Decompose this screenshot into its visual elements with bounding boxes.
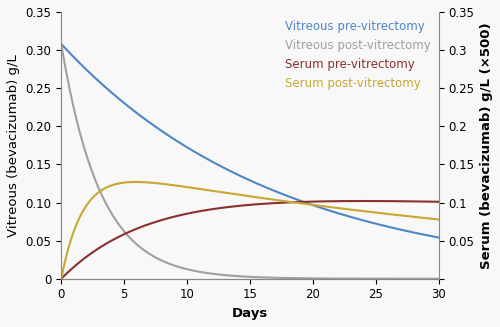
Serum pre-vitrectomy xyxy=(425,199,431,203)
Serum post-vitrectomy xyxy=(133,180,139,184)
Serum pre-vitrectomy xyxy=(58,277,64,281)
X-axis label: Days: Days xyxy=(232,307,268,320)
Legend: Vitreous pre-vitrectomy, Vitreous post-vitrectomy, Serum pre-vitrectomy, Serum p: Vitreous pre-vitrectomy, Vitreous post-v… xyxy=(280,15,435,95)
Serum post-vitrectomy xyxy=(425,216,431,220)
Serum pre-vitrectomy xyxy=(436,200,442,204)
Vitreous post-vitrectomy xyxy=(356,277,362,281)
Serum post-vitrectomy xyxy=(242,194,248,198)
Y-axis label: Serum (bevacizumab) g/L (×500): Serum (bevacizumab) g/L (×500) xyxy=(480,22,493,269)
Vitreous post-vitrectomy xyxy=(58,42,64,46)
Line: Serum pre-vitrectomy: Serum pre-vitrectomy xyxy=(61,201,439,279)
Line: Vitreous pre-vitrectomy: Vitreous pre-vitrectomy xyxy=(61,44,439,237)
Serum post-vitrectomy xyxy=(356,209,362,213)
Vitreous pre-vitrectomy xyxy=(232,171,238,175)
Serum pre-vitrectomy xyxy=(425,199,431,203)
Y-axis label: Vitreous (bevacizumab) g/L: Vitreous (bevacizumab) g/L xyxy=(7,54,20,237)
Serum post-vitrectomy xyxy=(78,214,84,217)
Serum pre-vitrectomy xyxy=(78,259,84,263)
Serum pre-vitrectomy xyxy=(356,199,362,203)
Serum pre-vitrectomy xyxy=(361,199,367,203)
Line: Vitreous post-vitrectomy: Vitreous post-vitrectomy xyxy=(61,44,439,279)
Serum pre-vitrectomy xyxy=(232,204,238,208)
Line: Serum post-vitrectomy: Serum post-vitrectomy xyxy=(61,182,439,279)
Vitreous pre-vitrectomy xyxy=(356,217,362,221)
Serum post-vitrectomy xyxy=(232,192,238,196)
Vitreous pre-vitrectomy xyxy=(425,233,431,237)
Vitreous post-vitrectomy xyxy=(425,277,431,281)
Vitreous post-vitrectomy xyxy=(436,277,442,281)
Vitreous post-vitrectomy xyxy=(232,274,238,278)
Vitreous pre-vitrectomy xyxy=(242,176,248,180)
Vitreous pre-vitrectomy xyxy=(424,233,430,237)
Serum post-vitrectomy xyxy=(425,216,431,220)
Vitreous pre-vitrectomy xyxy=(436,235,442,239)
Serum post-vitrectomy xyxy=(58,277,64,281)
Serum post-vitrectomy xyxy=(436,217,442,221)
Vitreous post-vitrectomy xyxy=(242,275,248,279)
Vitreous post-vitrectomy xyxy=(78,133,84,137)
Vitreous post-vitrectomy xyxy=(424,277,430,281)
Vitreous pre-vitrectomy xyxy=(58,42,64,46)
Serum pre-vitrectomy xyxy=(242,203,248,207)
Vitreous pre-vitrectomy xyxy=(78,62,84,66)
